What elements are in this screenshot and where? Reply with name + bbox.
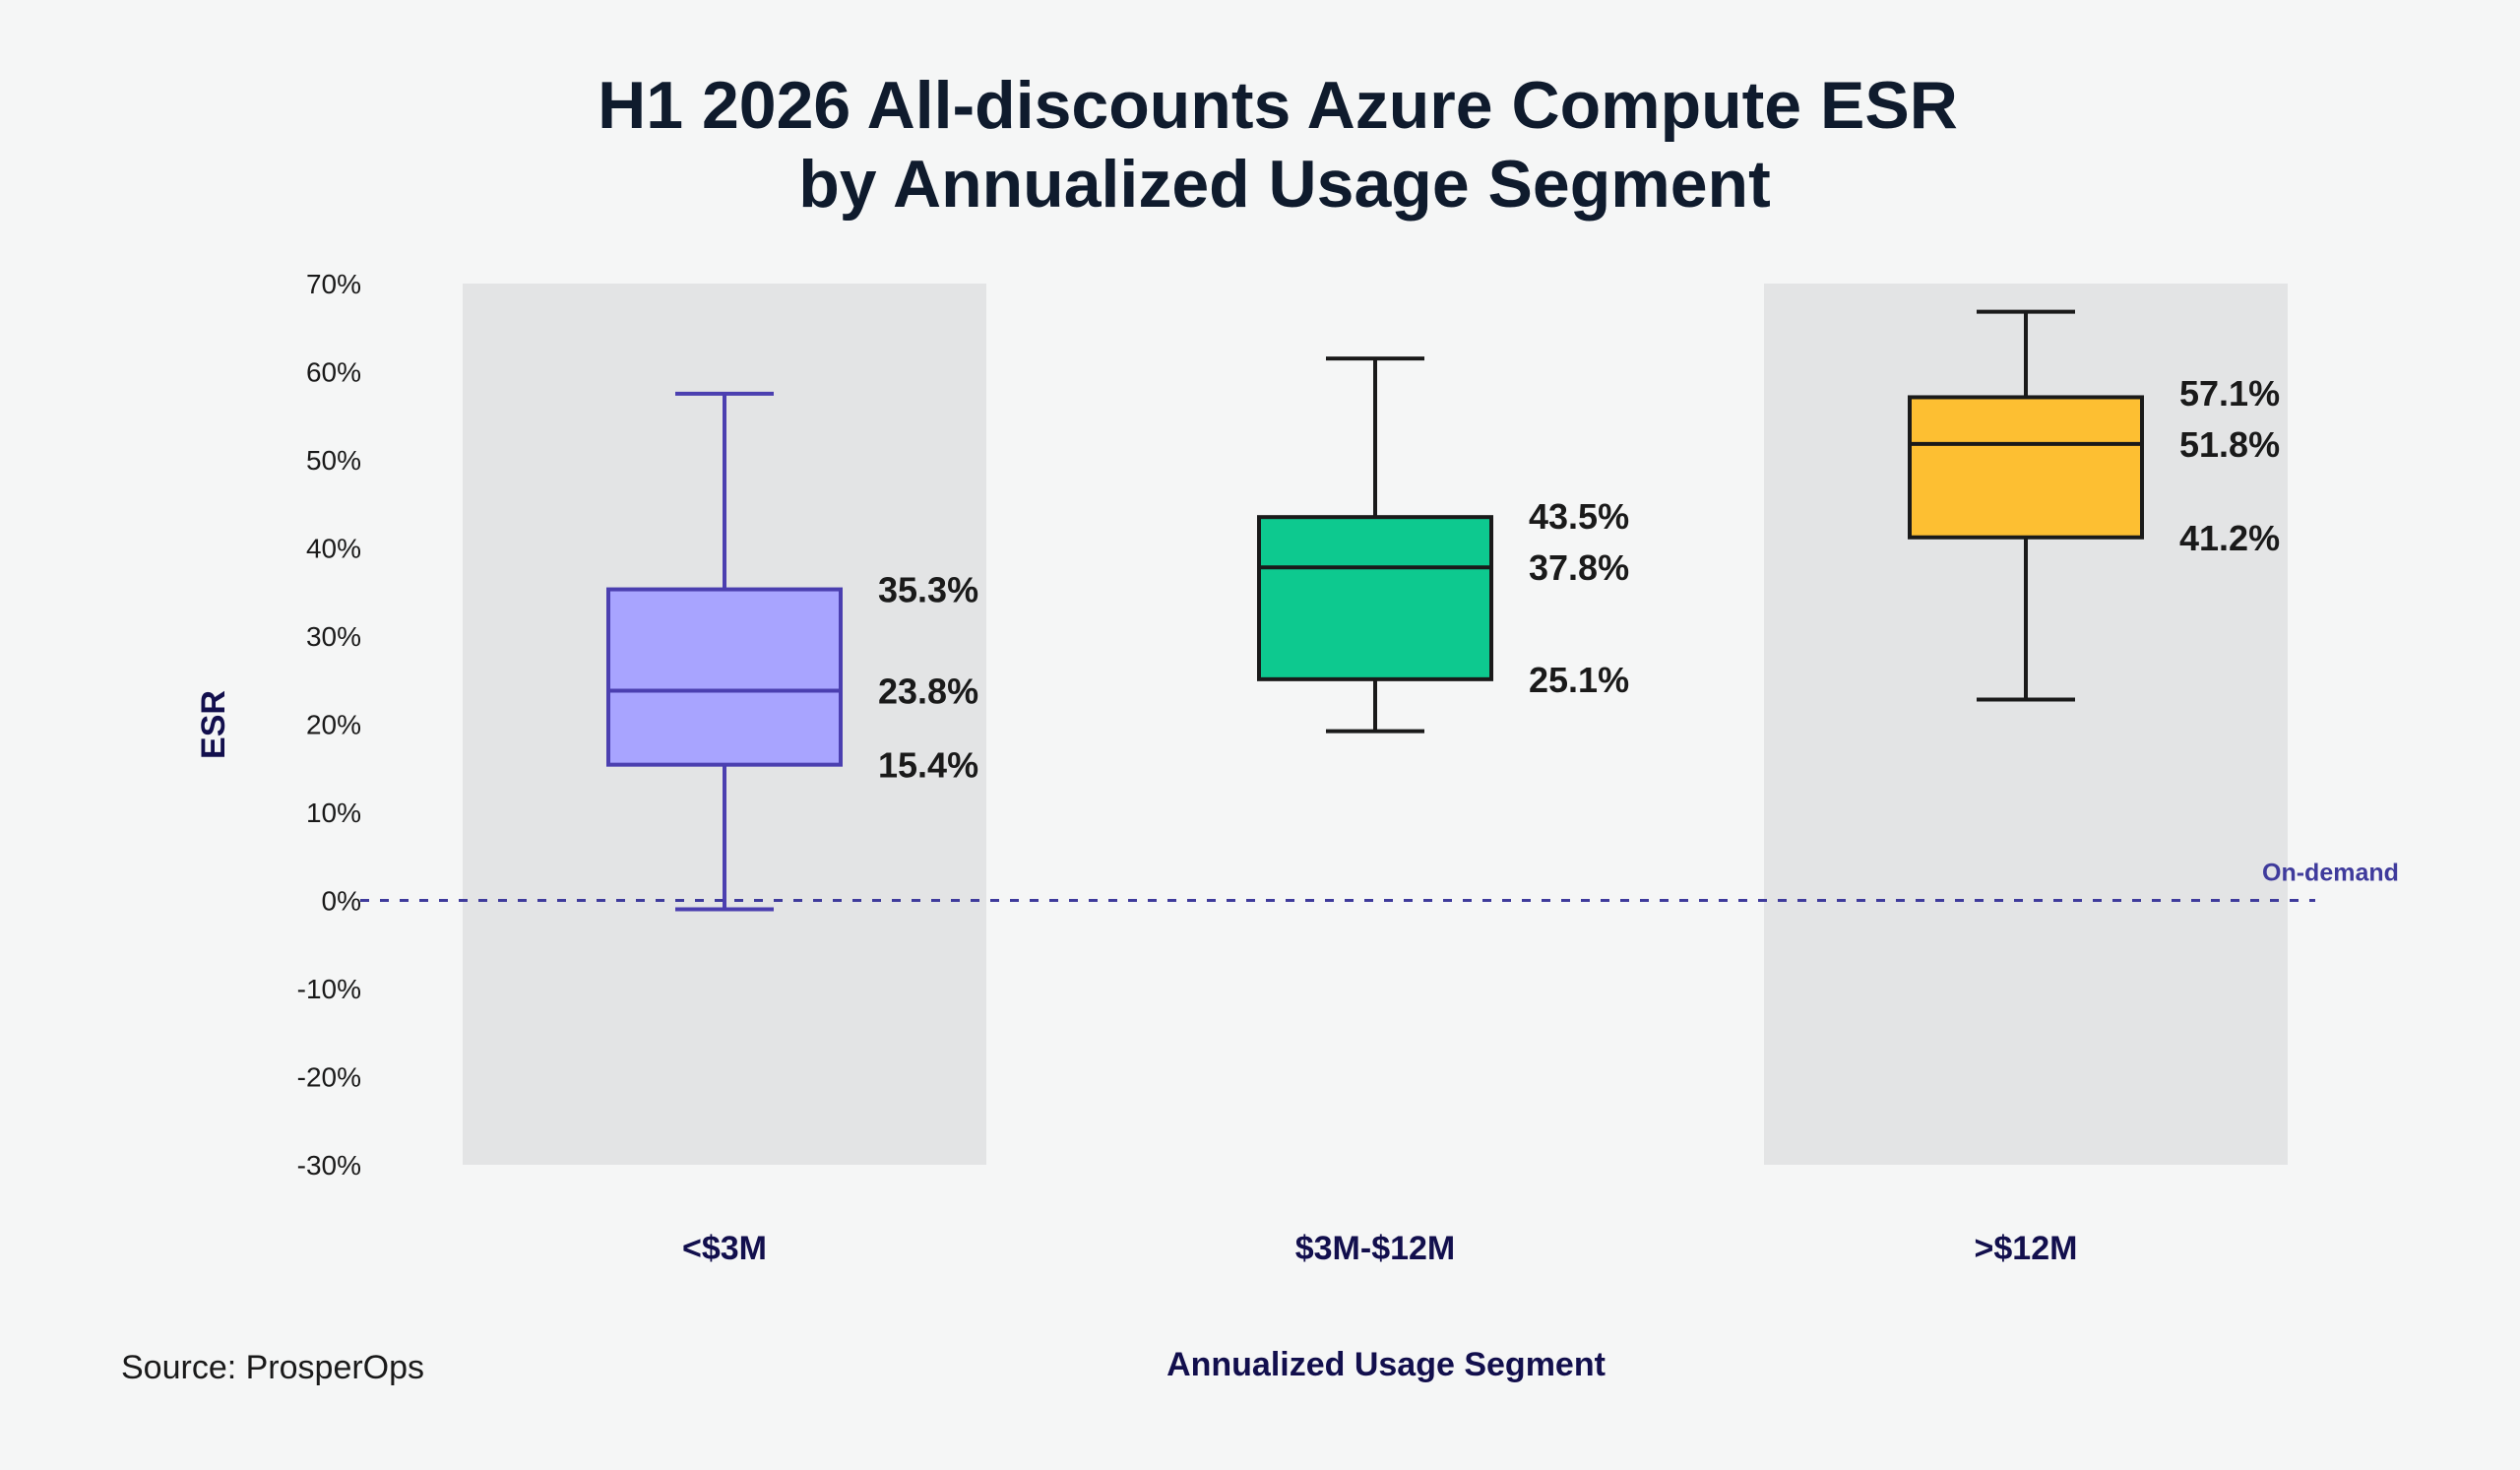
data-label-median: 23.8% — [878, 671, 978, 711]
data-label-q1: 25.1% — [1529, 660, 1629, 700]
y-tick-label: 30% — [306, 621, 361, 652]
y-axis-title: ESR — [195, 690, 232, 759]
box-1: 35.3% 23.8% 15.4% — [606, 391, 978, 912]
y-tick-label: -10% — [297, 974, 361, 1004]
on-demand-label: On-demand — [2262, 860, 2399, 887]
category-label: >$12M — [1975, 1230, 2078, 1267]
chart-title: H1 2026 All-discounts Azure Compute ESR — [598, 68, 1958, 143]
box-2: 43.5% 37.8% 25.1% — [1257, 356, 1629, 734]
data-label-q3: 35.3% — [878, 570, 978, 610]
y-tick-label: -20% — [297, 1062, 361, 1093]
y-tick-label: -30% — [297, 1150, 361, 1181]
data-label-q1: 41.2% — [2179, 518, 2280, 558]
y-tick-label: 10% — [306, 798, 361, 828]
data-label-median: 51.8% — [2179, 424, 2280, 465]
data-label-q3: 43.5% — [1529, 496, 1629, 537]
x-axis-title: Annualized Usage Segment — [1166, 1346, 1606, 1383]
category-label: $3M-$12M — [1295, 1230, 1456, 1267]
y-tick-label: 0% — [322, 886, 361, 917]
category-label: <$3M — [682, 1230, 767, 1267]
data-label-q1: 15.4% — [878, 745, 978, 786]
data-label-median: 37.8% — [1529, 547, 1629, 588]
iqr-box — [1908, 395, 2144, 540]
chart-subtitle: by Annualized Usage Segment — [798, 147, 1770, 222]
iqr-box — [1257, 515, 1493, 681]
iqr-box — [606, 587, 843, 767]
y-tick-label: 70% — [306, 269, 361, 299]
boxes-group: 35.3% 23.8% 15.4% 43.5% 37.8% 25.1% 57.1% 51.8%… — [606, 309, 2280, 912]
source-note: Source: ProsperOps — [121, 1349, 424, 1386]
data-label-q3: 57.1% — [2179, 373, 2280, 414]
y-tick-label: 60% — [306, 357, 361, 388]
y-tick-label: 50% — [306, 445, 361, 476]
x-axis-category-labels: <$3M $3M-$12M >$12M — [682, 1230, 2077, 1267]
y-tick-label: 40% — [306, 534, 361, 564]
box-3: 57.1% 51.8% 41.2% — [1908, 309, 2280, 702]
on-demand-reference: On-demand — [360, 860, 2399, 902]
y-axis-ticks: 70% 60% 50% 40% 30% 20% 10% 0% -10% -20% -30% — [297, 269, 361, 1181]
y-tick-label: 20% — [306, 710, 361, 740]
